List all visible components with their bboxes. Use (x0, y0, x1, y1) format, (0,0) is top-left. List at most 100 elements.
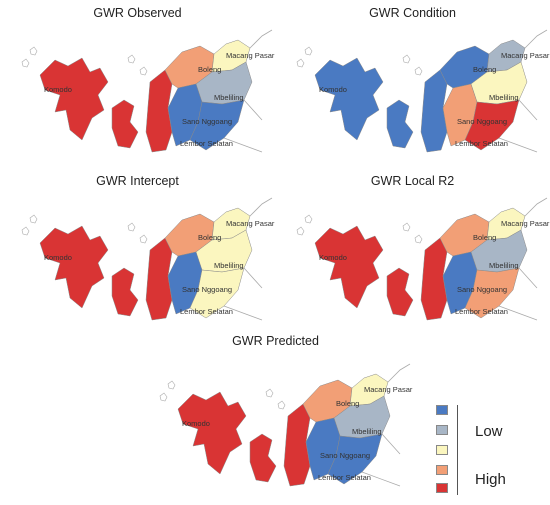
map-observed: Komodo Boleng Macang Pasar Mbeliling Sano Ng… (21, 29, 275, 153)
region-zone (145, 237, 173, 321)
region-zone (39, 225, 109, 309)
road-line (498, 29, 548, 153)
road-line (223, 197, 273, 321)
islet-outline (414, 234, 423, 244)
place-label: Sano Nggoang (457, 117, 507, 126)
region-zone (314, 225, 384, 309)
place-label: Komodo (44, 253, 72, 262)
region-zone (145, 69, 173, 153)
legend: Low High (430, 403, 540, 499)
legend-divider (457, 405, 458, 495)
map-intercept: Komodo Boleng Macang Pasar Mbeliling Sano Ng… (21, 197, 275, 321)
region-zone (177, 391, 247, 475)
place-label: Komodo (182, 419, 210, 428)
islet-outline (29, 214, 38, 224)
legend-swatch-mid-low (436, 425, 448, 435)
map-body: Komodo Boleng Macang Pasar Mbeliling Sano Ng… (296, 29, 550, 153)
islet-outline (296, 58, 305, 68)
islet-outline (304, 214, 313, 224)
region-zone (464, 99, 520, 151)
map-body: Komodo Boleng Macang Pasar Mbeliling Sano Ng… (21, 29, 275, 153)
place-label: Sano Nggoang (320, 451, 370, 460)
region-zone (111, 99, 139, 149)
legend-low-label: Low (475, 423, 503, 440)
place-label: Komodo (319, 85, 347, 94)
islet-outline (402, 54, 411, 64)
place-label: Boleng (473, 65, 496, 74)
road-line (498, 197, 548, 321)
place-label: Mbeliling (489, 261, 519, 270)
place-label: Macang Pasar (501, 51, 550, 60)
map-body: Komodo Boleng Macang Pasar Mbeliling Sano Ng… (21, 197, 275, 321)
region-zone (39, 57, 109, 141)
islet-outline (127, 222, 136, 232)
legend-swatch-mid (436, 445, 448, 455)
legend-swatch-low (436, 405, 448, 415)
map-predicted: Komodo Boleng Macang Pasar Mbeliling Sano Ng… (159, 363, 413, 487)
islet-outline (159, 392, 168, 402)
islet-outline (21, 226, 30, 236)
map-panel-predicted: GWR Predicted Komodo Boleng Macang Pasar Mb… (138, 330, 413, 500)
place-label: Lembor Selatan (455, 139, 508, 148)
map-body: Komodo Boleng Macang Pasar Mbeliling Sano Ng… (296, 197, 550, 321)
place-label: Lembor Selatan (318, 473, 371, 482)
islet-outline (139, 66, 148, 76)
map-localr2: Komodo Boleng Macang Pasar Mbeliling Sano Ng… (296, 197, 550, 321)
place-label: Sano Nggoang (182, 117, 232, 126)
region-zone (327, 433, 383, 485)
place-label: Komodo (319, 253, 347, 262)
place-label: Macang Pasar (364, 385, 413, 394)
region-zone (386, 267, 414, 317)
panel-title: GWR Predicted (232, 334, 319, 348)
road-line (223, 29, 273, 153)
region-zone (314, 57, 384, 141)
map-panel-observed: GWR Observed Komodo Boleng Macang Pasar Mbe… (0, 0, 275, 165)
map-panel-localr2: GWR Local R2 Komodo Boleng Macang Pasar Mbe… (275, 168, 550, 333)
region-zone (420, 237, 448, 321)
panel-title: GWR Intercept (96, 174, 179, 188)
panel-title: GWR Condition (369, 6, 456, 20)
place-label: Mbeliling (214, 93, 244, 102)
legend-swatch-mid-high (436, 465, 448, 475)
islet-outline (265, 388, 274, 398)
region-zone (464, 267, 520, 319)
legend-high-label: High (475, 471, 506, 488)
islet-outline (414, 66, 423, 76)
region-zone (111, 267, 139, 317)
place-label: Komodo (44, 85, 72, 94)
region-zone (386, 99, 414, 149)
islet-outline (127, 54, 136, 64)
place-label: Boleng (473, 233, 496, 242)
region-zone (420, 69, 448, 153)
legend-swatch-high (436, 483, 448, 493)
place-label: Lembor Selatan (180, 139, 233, 148)
place-label: Boleng (336, 399, 359, 408)
place-label: Boleng (198, 233, 221, 242)
islet-outline (139, 234, 148, 244)
panel-title: GWR Local R2 (370, 174, 455, 188)
islet-outline (296, 226, 305, 236)
islet-outline (21, 58, 30, 68)
place-label: Lembor Selatan (180, 307, 233, 316)
place-label: Lembor Selatan (455, 307, 508, 316)
region-zone (249, 433, 277, 483)
place-label: Macang Pasar (501, 219, 550, 228)
place-label: Sano Nggoang (182, 285, 232, 294)
place-label: Sano Nggoang (457, 285, 507, 294)
map-condition: Komodo Boleng Macang Pasar Mbeliling Sano Ng… (296, 29, 550, 153)
map-panel-condition: GWR Condition Komodo Boleng Macang Pasar Mb… (275, 0, 550, 165)
place-label: Mbeliling (489, 93, 519, 102)
islet-outline (29, 46, 38, 56)
map-body: Komodo Boleng Macang Pasar Mbeliling Sano Ng… (159, 363, 413, 487)
islet-outline (402, 222, 411, 232)
region-zone (283, 403, 311, 487)
region-zone (189, 267, 245, 319)
islet-outline (167, 380, 176, 390)
islet-outline (304, 46, 313, 56)
place-label: Mbeliling (352, 427, 382, 436)
place-label: Boleng (198, 65, 221, 74)
islet-outline (277, 400, 286, 410)
place-label: Mbeliling (214, 261, 244, 270)
place-label: Macang Pasar (226, 219, 275, 228)
panel-title: GWR Observed (93, 6, 182, 20)
